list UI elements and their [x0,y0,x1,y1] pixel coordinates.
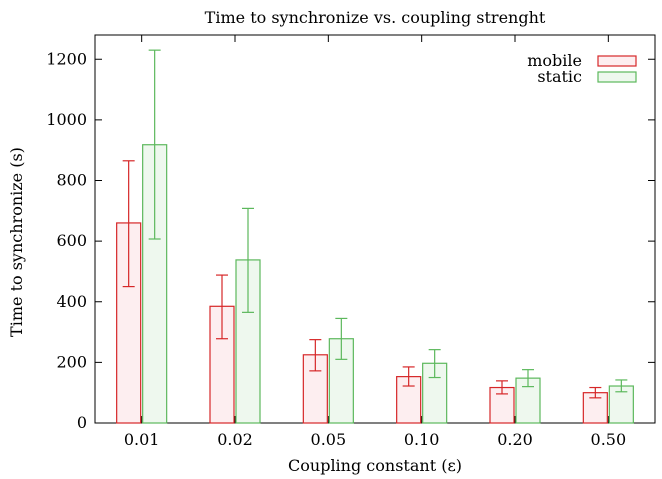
y-tick-label: 200 [56,352,87,371]
y-tick-label: 0 [77,413,87,432]
y-tick-label: 400 [56,292,87,311]
chart-title: Time to synchronize vs. coupling strengh… [205,8,546,27]
bar-static [328,338,354,424]
y-tick-label: 800 [56,171,87,190]
x-tick-label: 0.05 [311,430,347,449]
bar-static [608,385,634,424]
x-axis-label: Coupling constant (ε) [288,456,462,475]
x-tick-label: 0.10 [404,430,440,449]
y-tick-label: 1000 [46,110,87,129]
plot-frame [94,34,656,424]
x-tick-label: 0.50 [591,430,627,449]
y-tick-label: 1200 [46,49,87,68]
legend-label-static: static [537,67,582,86]
legend-swatch-static [597,71,637,83]
x-tick-label: 0.02 [217,430,253,449]
y-axis-label: Time to synchronize (s) [7,147,26,337]
x-tick-label: 0.01 [124,430,160,449]
legend-label-mobile: mobile [527,51,582,70]
plot-area: 0 200 400 600 800 1000 1200 0.01 0.02 0.05 0.10 0.2… [46,34,656,449]
x-tick-label: 0.20 [497,430,533,449]
legend-swatch-mobile [597,55,637,67]
bar-mobile [116,222,142,424]
y-tick-label: 600 [56,231,87,250]
